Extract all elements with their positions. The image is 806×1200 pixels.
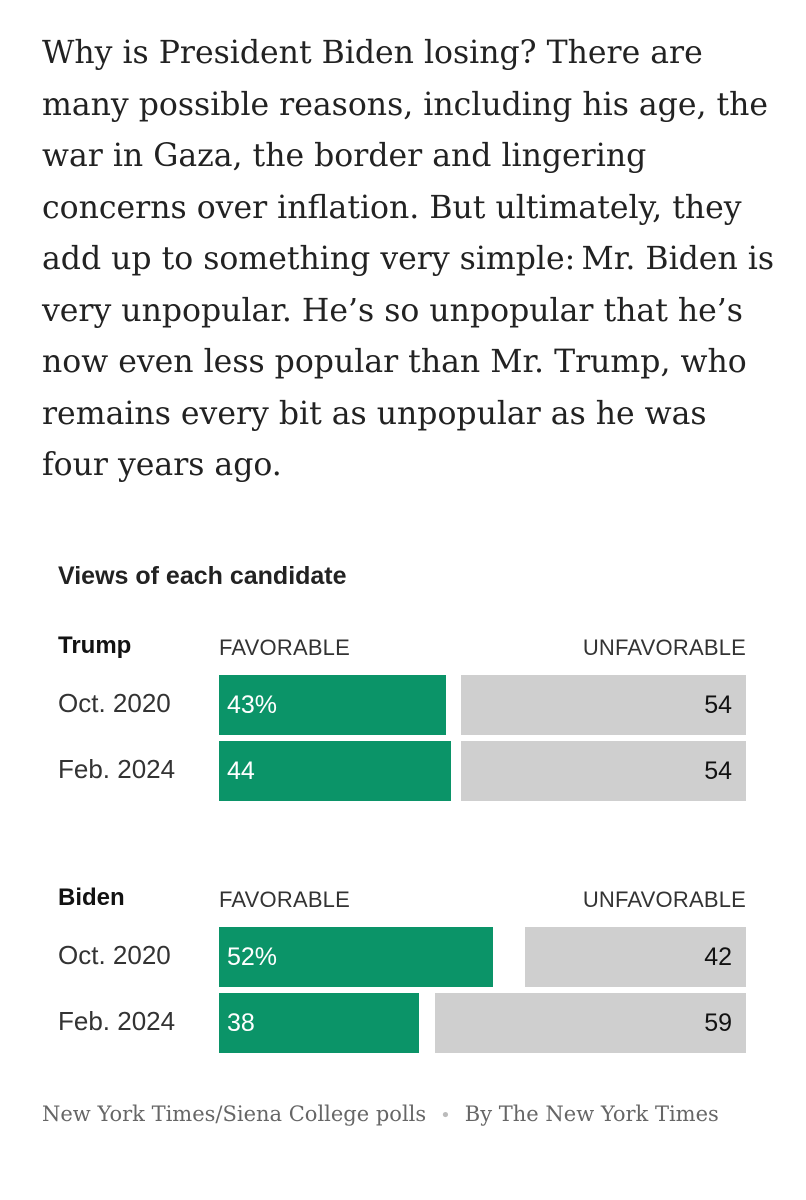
unfavorable-bar — [461, 741, 746, 801]
favorable-bar — [219, 993, 419, 1053]
favorable-header: FAVORABLE — [219, 887, 350, 912]
unfavorable-value-label: 54 — [704, 757, 732, 785]
favorable-value-label: 43% — [227, 691, 278, 719]
favorable-bar — [219, 927, 493, 987]
article-paragraph: Why is President Biden losing? There are… — [42, 35, 774, 483]
unfavorable-value-label: 59 — [704, 1009, 732, 1037]
unfavorable-value-label: 54 — [704, 691, 732, 719]
group-label-biden: Biden — [58, 884, 125, 911]
unfavorable-header: UNFAVORABLE — [582, 635, 746, 660]
group-label-trump: Trump — [58, 632, 132, 659]
unfavorable-bar — [435, 993, 746, 1053]
source-credit: New York Times/Siena College polls — [42, 1102, 427, 1126]
unfavorable-value-label: 42 — [704, 943, 732, 971]
unfavorable-header: UNFAVORABLE — [582, 887, 746, 912]
byline: By The New York Times — [464, 1102, 719, 1126]
favorable-bar — [219, 675, 446, 735]
favorable-header: FAVORABLE — [219, 635, 350, 660]
unfavorable-bar — [461, 675, 746, 735]
row-label: Oct. 2020 — [58, 940, 171, 970]
chart-title: Views of each candidate — [58, 562, 347, 590]
source-line: New York Times/Siena College polls • By Th… — [42, 1096, 742, 1134]
favorable-value-label: 52% — [227, 943, 278, 971]
row-label: Oct. 2020 — [58, 688, 171, 718]
unfavorable-bar — [525, 927, 746, 987]
row-label: Feb. 2024 — [58, 1006, 176, 1036]
favorable-value-label: 44 — [227, 757, 255, 785]
row-label: Feb. 2024 — [58, 754, 176, 784]
favorable-value-label: 38 — [227, 1009, 255, 1037]
article-text: Why is President Biden losing? There are… — [42, 28, 782, 492]
favorable-bar — [219, 741, 451, 801]
separator-dot: • — [440, 1105, 451, 1126]
